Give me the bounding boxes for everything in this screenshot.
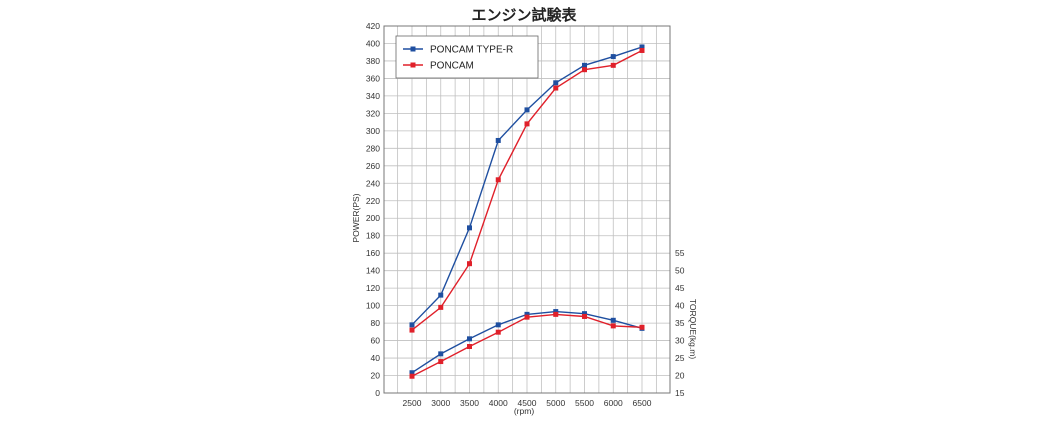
data-point	[582, 311, 587, 317]
y-tick-label: 200	[366, 213, 380, 223]
y-tick-label: 260	[366, 161, 380, 171]
series-power	[409, 47, 645, 333]
y2-tick-label: 25	[675, 353, 685, 363]
data-point	[467, 344, 472, 350]
y-tick-label: 20	[371, 371, 381, 381]
data-point	[553, 80, 559, 86]
y-tick-label: 340	[366, 91, 380, 101]
legend-label: PONCAM TYPE-R	[430, 45, 513, 56]
y2-tick-label: 15	[675, 388, 685, 398]
x-tick-label: 6000	[604, 398, 623, 408]
y-tick-label: 280	[366, 143, 380, 153]
data-point	[639, 47, 645, 53]
y2-tick-label: 45	[675, 283, 685, 293]
y-tick-label: 180	[366, 231, 380, 241]
data-point	[524, 107, 530, 113]
data-point	[495, 322, 501, 328]
data-point	[639, 324, 645, 330]
data-point	[495, 329, 501, 335]
data-point	[467, 225, 472, 231]
data-point	[553, 85, 559, 91]
data-point	[438, 359, 444, 365]
legend-box	[395, 35, 539, 79]
data-point	[610, 54, 616, 60]
y-tick-label: 300	[366, 126, 380, 136]
x-tick-label: 3500	[460, 398, 479, 408]
y2-tick-label: 40	[675, 301, 685, 311]
data-point	[639, 44, 645, 50]
data-point	[610, 62, 616, 68]
data-point	[553, 311, 559, 317]
y2-tick-label: 50	[675, 266, 685, 276]
y-tick-label: 360	[366, 73, 380, 83]
series-torque	[409, 309, 645, 376]
grid	[384, 25, 670, 394]
data-point	[524, 311, 530, 317]
data-point	[467, 336, 472, 342]
x-tick-label: 5500	[575, 398, 594, 408]
x-tick-label: 6500	[633, 398, 652, 408]
y-axis-title: POWER(PS)	[351, 193, 361, 242]
data-point	[409, 322, 415, 328]
data-point	[495, 137, 501, 143]
y-tick-label: 0	[375, 388, 380, 398]
x-tick-label: 2500	[403, 398, 422, 408]
data-point	[524, 314, 530, 320]
y-tick-label: 220	[366, 196, 380, 206]
data-point	[409, 327, 415, 333]
legend-label: PONCAM	[430, 61, 474, 72]
series-layer	[409, 44, 645, 379]
data-point	[438, 351, 444, 357]
y-tick-label: 320	[366, 108, 380, 118]
x-axis-title: (rpm)	[514, 406, 534, 416]
y-tick-label: 380	[366, 56, 380, 66]
y2-tick-label: 55	[675, 248, 685, 258]
x-tick-label: 5000	[546, 398, 565, 408]
axes: 0 20 40 60 80 100 120 140 160 180 200 220 240 260 280 3…	[366, 21, 685, 408]
data-point	[495, 177, 501, 183]
x-tick-label: 3000	[431, 398, 450, 408]
y2-axis-title: TORQUE(kg.m)	[688, 299, 698, 359]
series-torque	[409, 311, 645, 379]
data-point	[409, 373, 415, 379]
y2-tick-label: 20	[675, 371, 685, 381]
y-tick-label: 60	[371, 336, 381, 346]
data-point	[610, 317, 616, 323]
y-tick-label: 420	[366, 21, 380, 31]
x-tick-label: 4000	[489, 398, 508, 408]
data-point	[438, 292, 444, 298]
y-tick-label: 120	[366, 283, 380, 293]
data-point	[524, 121, 530, 127]
y-tick-label: 80	[371, 318, 381, 328]
data-point	[610, 323, 616, 329]
y2-tick-label: 35	[675, 318, 685, 328]
y-tick-label: 160	[366, 248, 380, 258]
legend-swatch-marker	[410, 46, 416, 52]
data-point	[582, 67, 587, 73]
chart-title: エンジン試験表	[471, 6, 577, 24]
y-tick-label: 400	[366, 38, 380, 48]
y-tick-label: 40	[371, 353, 381, 363]
y-tick-label: 240	[366, 178, 380, 188]
data-point	[467, 261, 472, 267]
y-tick-label: 140	[366, 266, 380, 276]
y2-tick-label: 30	[675, 336, 685, 346]
data-point	[582, 313, 587, 319]
y-tick-label: 100	[366, 301, 380, 311]
data-point	[582, 62, 587, 68]
x-tick-label: 4500	[518, 398, 537, 408]
data-point	[438, 304, 444, 310]
series-power	[409, 44, 645, 328]
legend: PONCAM TYPE-R PONCAM	[395, 35, 539, 79]
data-point	[409, 370, 415, 376]
legend-swatch-marker	[410, 62, 416, 68]
plot-border	[383, 25, 671, 394]
data-point	[553, 309, 559, 315]
